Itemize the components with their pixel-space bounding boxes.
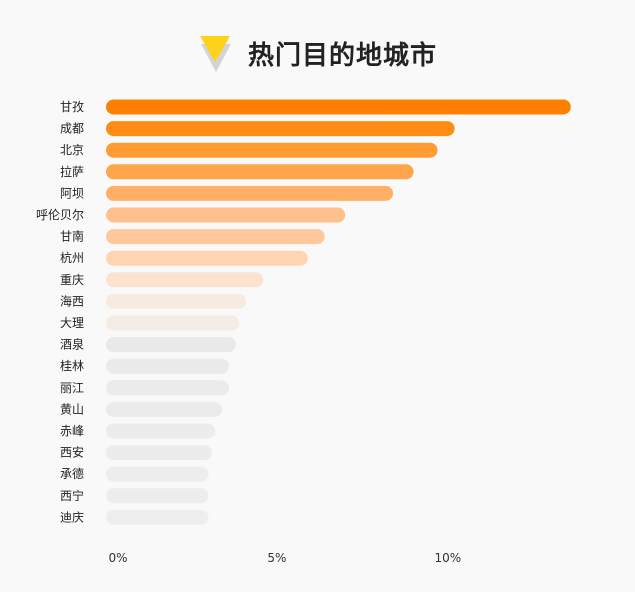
category-label: 北京 — [60, 143, 84, 157]
chart-header: 热门目的地城市 — [0, 30, 635, 76]
x-tick-label: 5% — [267, 551, 286, 565]
bar — [106, 164, 414, 180]
bar — [106, 142, 438, 158]
bar — [106, 466, 209, 482]
category-label: 丽江 — [60, 381, 84, 395]
category-label: 桂林 — [60, 358, 84, 373]
bar — [106, 121, 455, 137]
category-label: 甘孜 — [60, 100, 84, 114]
bar — [106, 423, 216, 439]
bar — [106, 272, 264, 288]
category-label: 重庆 — [60, 273, 84, 287]
bar — [106, 229, 325, 245]
category-label: 甘南 — [60, 229, 84, 244]
chart-title: 热门目的地城市 — [247, 40, 437, 71]
bar — [106, 488, 209, 504]
bar — [106, 315, 240, 331]
bar — [106, 380, 230, 396]
x-tick-label: 10% — [434, 551, 461, 565]
bar — [106, 99, 571, 115]
bar — [106, 358, 230, 374]
bar — [106, 293, 247, 309]
category-label: 迪庆 — [60, 510, 84, 524]
bar — [106, 185, 394, 201]
category-label: 黄山 — [60, 402, 84, 416]
bar — [106, 207, 346, 223]
bar — [106, 250, 308, 266]
category-label: 西安 — [60, 445, 84, 460]
category-label: 酒泉 — [60, 338, 84, 352]
category-label: 承德 — [60, 466, 84, 481]
bar — [106, 401, 223, 417]
category-label: 大理 — [60, 316, 84, 330]
category-label: 杭州 — [60, 250, 84, 265]
category-label: 赤峰 — [60, 424, 84, 438]
category-label: 拉萨 — [60, 164, 84, 179]
category-label: 阿坝 — [60, 186, 84, 200]
yellow-triangle-icon — [199, 36, 231, 72]
x-tick-label: 0% — [108, 551, 127, 565]
category-label: 成都 — [60, 122, 84, 136]
bar — [106, 337, 236, 353]
category-label: 海西 — [60, 293, 84, 308]
category-label: 西宁 — [60, 488, 84, 503]
bar — [106, 445, 212, 461]
bar — [106, 509, 209, 525]
category-label: 呼伦贝尔 — [36, 207, 84, 222]
